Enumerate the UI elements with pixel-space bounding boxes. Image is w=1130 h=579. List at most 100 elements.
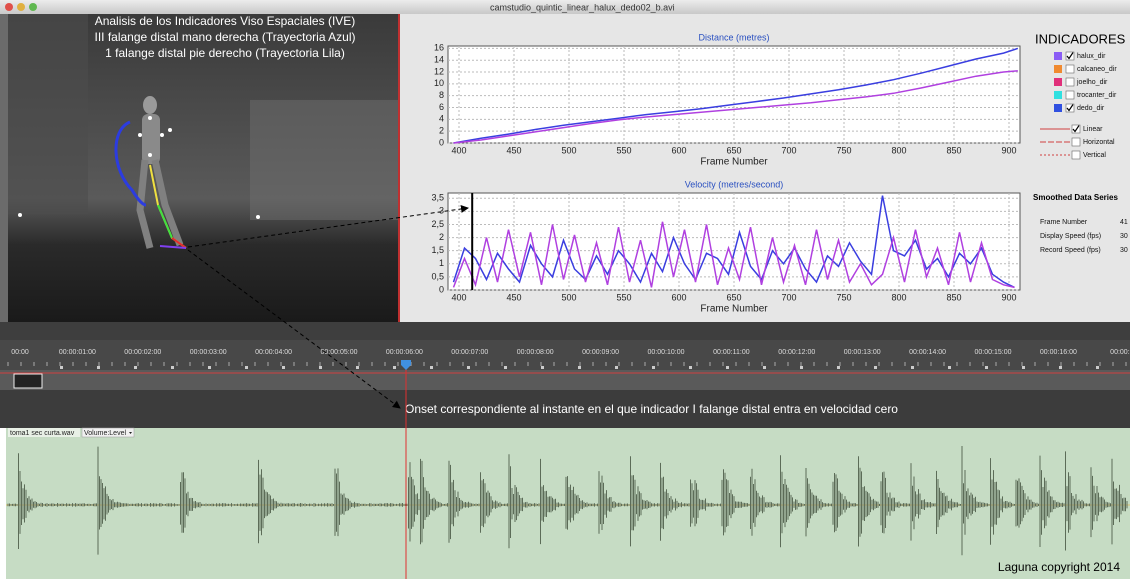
y-tick-label: 4 (439, 114, 444, 124)
legend-title: INDICADORES (1035, 31, 1126, 46)
marker-flag (134, 366, 137, 369)
marker-flag (911, 366, 914, 369)
video-wall (250, 100, 400, 220)
x-tick-label: 500 (561, 292, 576, 302)
page: { "window": {"title": "camstudio_quintic… (0, 0, 1130, 579)
legend-label: trocanter_dir (1077, 92, 1117, 99)
info-value: 30 (1120, 233, 1128, 240)
info-value: 30 (1120, 247, 1128, 254)
marker-flag (1022, 366, 1025, 369)
info-label: Frame Number (1040, 219, 1088, 226)
timeline-ruler (0, 340, 1130, 370)
x-tick-label: 900 (1001, 292, 1016, 302)
x-tick-label: 750 (836, 145, 851, 155)
marker-flag (504, 366, 507, 369)
marker-flag (319, 366, 322, 369)
y-tick-label: 2 (439, 232, 444, 242)
time-label: 00:00 (11, 349, 29, 356)
x-tick-label: 800 (891, 292, 906, 302)
time-label: 00:00:14:00 (909, 349, 946, 356)
time-label: 00:00:03:00 (190, 349, 227, 356)
annotation: Onset correspondiente al instante en el … (405, 402, 898, 416)
y-tick-label: 10 (434, 78, 444, 88)
marker-flag (763, 366, 766, 369)
video-caption: Analisis de los Indicadores Viso Espacia… (95, 14, 356, 28)
info-title: Smoothed Data Series (1033, 193, 1118, 202)
close-button[interactable] (5, 3, 13, 11)
time-label: 00:00:15:00 (975, 349, 1012, 356)
marker-flag (393, 366, 396, 369)
y-tick-label: 8 (439, 90, 444, 100)
video-curtain (8, 14, 88, 214)
x-tick-label: 750 (836, 292, 851, 302)
minimize-button[interactable] (17, 3, 25, 11)
time-label: 00:00:09:00 (582, 349, 619, 356)
screenshot: camstudio_quintic_linear_halux_dedo02_b.… (0, 0, 1130, 579)
legend-label: halux_dir (1077, 53, 1106, 60)
line-style-label: Vertical (1083, 152, 1106, 159)
marker-flag (652, 366, 655, 369)
time-label: 00:00:04:00 (255, 349, 292, 356)
marker-flag (985, 366, 988, 369)
y-tick-label: 0,5 (431, 271, 444, 281)
y-tick-label: 2 (439, 126, 444, 136)
video-caption: 1 falange distal pie derecho (Trayectori… (105, 46, 345, 60)
volume-control[interactable]: Volume:Level (84, 430, 126, 437)
y-tick-label: 16 (434, 43, 444, 53)
x-tick-label: 600 (671, 292, 686, 302)
marker-flag (356, 366, 359, 369)
copyright: Laguna copyright 2014 (998, 560, 1120, 574)
line-style-checkbox[interactable] (1072, 138, 1080, 146)
legend-swatch (1054, 65, 1062, 73)
y-tick-label: 6 (439, 102, 444, 112)
legend-label: joelho_dir (1076, 79, 1108, 86)
legend-swatch (1054, 104, 1062, 112)
marker-flag (208, 366, 211, 369)
line-style-label: Horizontal (1083, 139, 1115, 146)
marker-flag (60, 366, 63, 369)
x-tick-label: 850 (946, 292, 961, 302)
marker-flag (171, 366, 174, 369)
x-axis-label: Frame Number (700, 304, 768, 315)
x-tick-label: 550 (616, 292, 631, 302)
line-style-checkbox[interactable] (1072, 151, 1080, 159)
marker-flag (1059, 366, 1062, 369)
divider-band (0, 322, 1130, 340)
x-axis-label: Frame Number (700, 157, 768, 168)
legend-swatch (1054, 78, 1062, 86)
y-tick-label: 2,5 (431, 219, 444, 229)
line-style-label: Linear (1083, 126, 1103, 133)
time-label: 00:00:08:00 (517, 349, 554, 356)
legend-checkbox[interactable] (1066, 78, 1074, 86)
y-tick-label: 3 (439, 206, 444, 216)
marker-flag (578, 366, 581, 369)
legend-label: calcaneo_dir (1077, 66, 1117, 73)
y-tick-label: 14 (434, 55, 444, 65)
marker-flag (874, 366, 877, 369)
marker-flag (1096, 366, 1099, 369)
marker-flag (948, 366, 951, 369)
legend-label: dedo_dir (1077, 105, 1105, 112)
x-tick-label: 800 (891, 145, 906, 155)
video-caption: III falange distal mano derecha (Trayect… (94, 30, 355, 44)
time-label: 00:00:10:00 (648, 349, 685, 356)
x-tick-label: 650 (726, 145, 741, 155)
info-label: Record Speed (fps) (1040, 247, 1101, 254)
clip-thumbnail[interactable] (14, 374, 42, 388)
y-tick-label: 12 (434, 66, 444, 76)
zoom-button[interactable] (29, 3, 37, 11)
time-label: 00:00:13:00 (844, 349, 881, 356)
marker-flag (615, 366, 618, 369)
time-label: 00:00:11:00 (713, 349, 750, 356)
y-tick-label: 1 (439, 258, 444, 268)
info-value: 41 (1120, 219, 1128, 226)
legend-checkbox[interactable] (1066, 65, 1074, 73)
track-file: toma1 sec curta.wav (10, 430, 75, 437)
chart-title: Distance (metres) (698, 32, 769, 42)
y-tick-label: 0 (439, 284, 444, 294)
legend-checkbox[interactable] (1066, 91, 1074, 99)
marker-flag (837, 366, 840, 369)
marker-flag (689, 366, 692, 369)
time-label: 00:00:16:00 (1040, 349, 1077, 356)
x-tick-label: 600 (671, 145, 686, 155)
